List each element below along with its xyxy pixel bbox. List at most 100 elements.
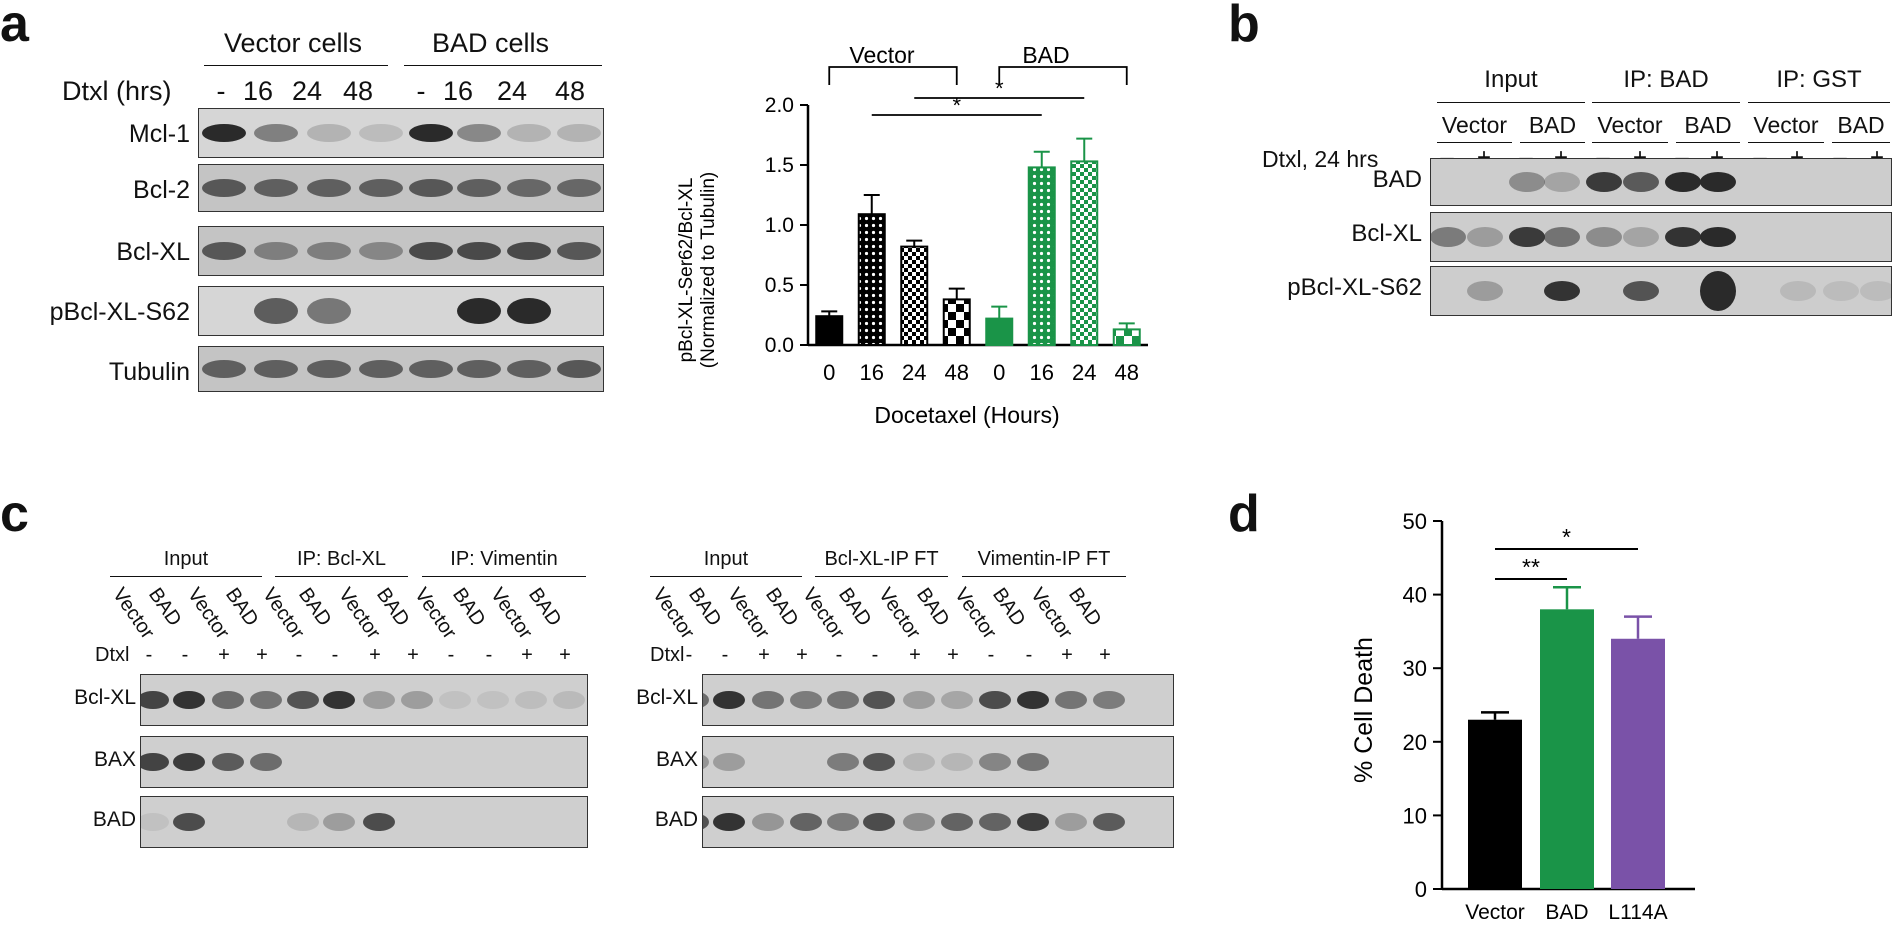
significance-star: * xyxy=(995,76,1004,101)
right-dtxl-sign: + xyxy=(758,644,770,666)
left-dtxl-sign: - xyxy=(181,644,189,666)
subheader-5: BAD xyxy=(1837,112,1885,138)
blot-band xyxy=(507,298,551,324)
right-row-label-bad: BAD xyxy=(654,808,698,831)
blot-band xyxy=(507,242,551,260)
blot-band xyxy=(359,179,403,197)
blot-band xyxy=(254,242,298,260)
time-label: - xyxy=(416,76,426,106)
blot-band xyxy=(752,691,784,709)
x-tick-label: 0 xyxy=(993,360,1005,385)
left-header-underline xyxy=(275,576,408,577)
blot-band xyxy=(1544,227,1580,247)
blot-band xyxy=(401,691,433,709)
blot-band xyxy=(1823,281,1859,301)
left-header-2: IP: Vimentin xyxy=(450,548,558,570)
blot-band xyxy=(827,753,859,771)
blot-row-bcl-xl xyxy=(198,226,604,276)
blot-band xyxy=(363,691,395,709)
left-dtxl-label: Dtxl xyxy=(95,644,130,666)
significance-star: * xyxy=(1562,524,1571,550)
left-header-underline xyxy=(422,576,586,577)
blot-band xyxy=(1055,691,1087,709)
blot-band xyxy=(287,691,319,709)
significance-star: * xyxy=(952,93,961,118)
panel-a-bar-chart: pBcl-XL-Ser62/Bcl-XL (Normalized to Tubu… xyxy=(676,42,1148,428)
left-blot-bcl-xl xyxy=(140,674,588,726)
left-dtxl-sign: + xyxy=(218,644,230,666)
bar xyxy=(1112,328,1141,346)
blot-band xyxy=(1017,691,1049,709)
x-tick-label: 48 xyxy=(1115,360,1139,385)
blot-band xyxy=(254,298,298,324)
time-label: - xyxy=(216,76,226,106)
blot-band xyxy=(1586,172,1622,192)
blot-band xyxy=(1700,227,1736,247)
blot-band xyxy=(457,360,501,378)
blot-band xyxy=(307,179,351,197)
blot-band xyxy=(713,691,745,709)
x-tick-label: 24 xyxy=(1072,360,1096,385)
blot-band xyxy=(359,242,403,260)
blot-band xyxy=(359,360,403,378)
x-tick-label: 16 xyxy=(1030,360,1054,385)
subheader-1: BAD xyxy=(1528,112,1577,138)
y-axis-label-line2: (Normalized to Tubulin) xyxy=(698,172,719,368)
blot-band xyxy=(863,813,895,831)
bar xyxy=(900,245,929,347)
bar xyxy=(815,315,844,347)
blot-band xyxy=(307,124,351,142)
panel-label-c: c xyxy=(0,485,29,543)
blot-band xyxy=(1467,281,1503,301)
blot-band xyxy=(557,179,601,197)
right-dtxl-sign: + xyxy=(796,644,808,666)
blot-band xyxy=(1544,172,1580,192)
dtxl-label: Dtxl, 24 hrs xyxy=(1262,146,1379,172)
blot-band xyxy=(557,124,601,142)
y-tick-label: 0.0 xyxy=(765,334,794,357)
blot-band xyxy=(323,691,355,709)
blot-band xyxy=(1467,227,1503,247)
y-tick-label: 0 xyxy=(1415,877,1427,902)
panel-label-b: b xyxy=(1228,0,1260,53)
blot-band xyxy=(457,179,501,197)
subheader-underline xyxy=(1832,142,1890,143)
subheader-4: Vector xyxy=(1753,112,1819,138)
right-dtxl-sign: + xyxy=(909,644,921,666)
left-dtxl-sign: - xyxy=(145,644,153,666)
bar xyxy=(985,317,1014,347)
bar xyxy=(857,213,886,346)
blot-row-pbcl-xl-s62 xyxy=(198,286,604,336)
header-0: Input xyxy=(1484,66,1538,93)
time-label: 16 xyxy=(442,76,474,106)
left-row-label-bcl-xl: Bcl-XL xyxy=(74,686,136,709)
blot-band xyxy=(903,691,935,709)
panel-label-d: d xyxy=(1228,485,1260,543)
blot-band xyxy=(941,753,973,771)
blot-band xyxy=(141,753,169,771)
blot-band xyxy=(254,179,298,197)
bar xyxy=(1070,160,1099,347)
blot-band xyxy=(979,813,1011,831)
blot-band xyxy=(287,813,319,831)
x-tick-label: 24 xyxy=(902,360,926,385)
blot-band xyxy=(515,691,547,709)
right-dtxl-sign: + xyxy=(1061,644,1073,666)
blot-band xyxy=(1055,813,1087,831)
bar xyxy=(942,298,971,346)
blot-band xyxy=(173,691,205,709)
y-tick-label: 1.0 xyxy=(765,214,794,237)
blot-band xyxy=(250,691,282,709)
y-axis-label-line1: pBcl-XL-Ser62/Bcl-XL xyxy=(676,178,697,363)
left-dtxl-sign: + xyxy=(559,644,571,666)
row-label-bad: BAD xyxy=(1372,166,1422,193)
header-underline xyxy=(1748,102,1890,103)
row-label-bcl-xl: Bcl-XL xyxy=(1351,220,1422,247)
right-dtxl-sign: - xyxy=(685,644,693,666)
y-tick-label: 0.5 xyxy=(765,274,794,297)
row-label-pbcl-xl-s62: pBcl-XL-S62 xyxy=(49,298,190,326)
right-blot-bax xyxy=(702,736,1174,788)
blot-band xyxy=(863,691,895,709)
blot-band xyxy=(1017,813,1049,831)
